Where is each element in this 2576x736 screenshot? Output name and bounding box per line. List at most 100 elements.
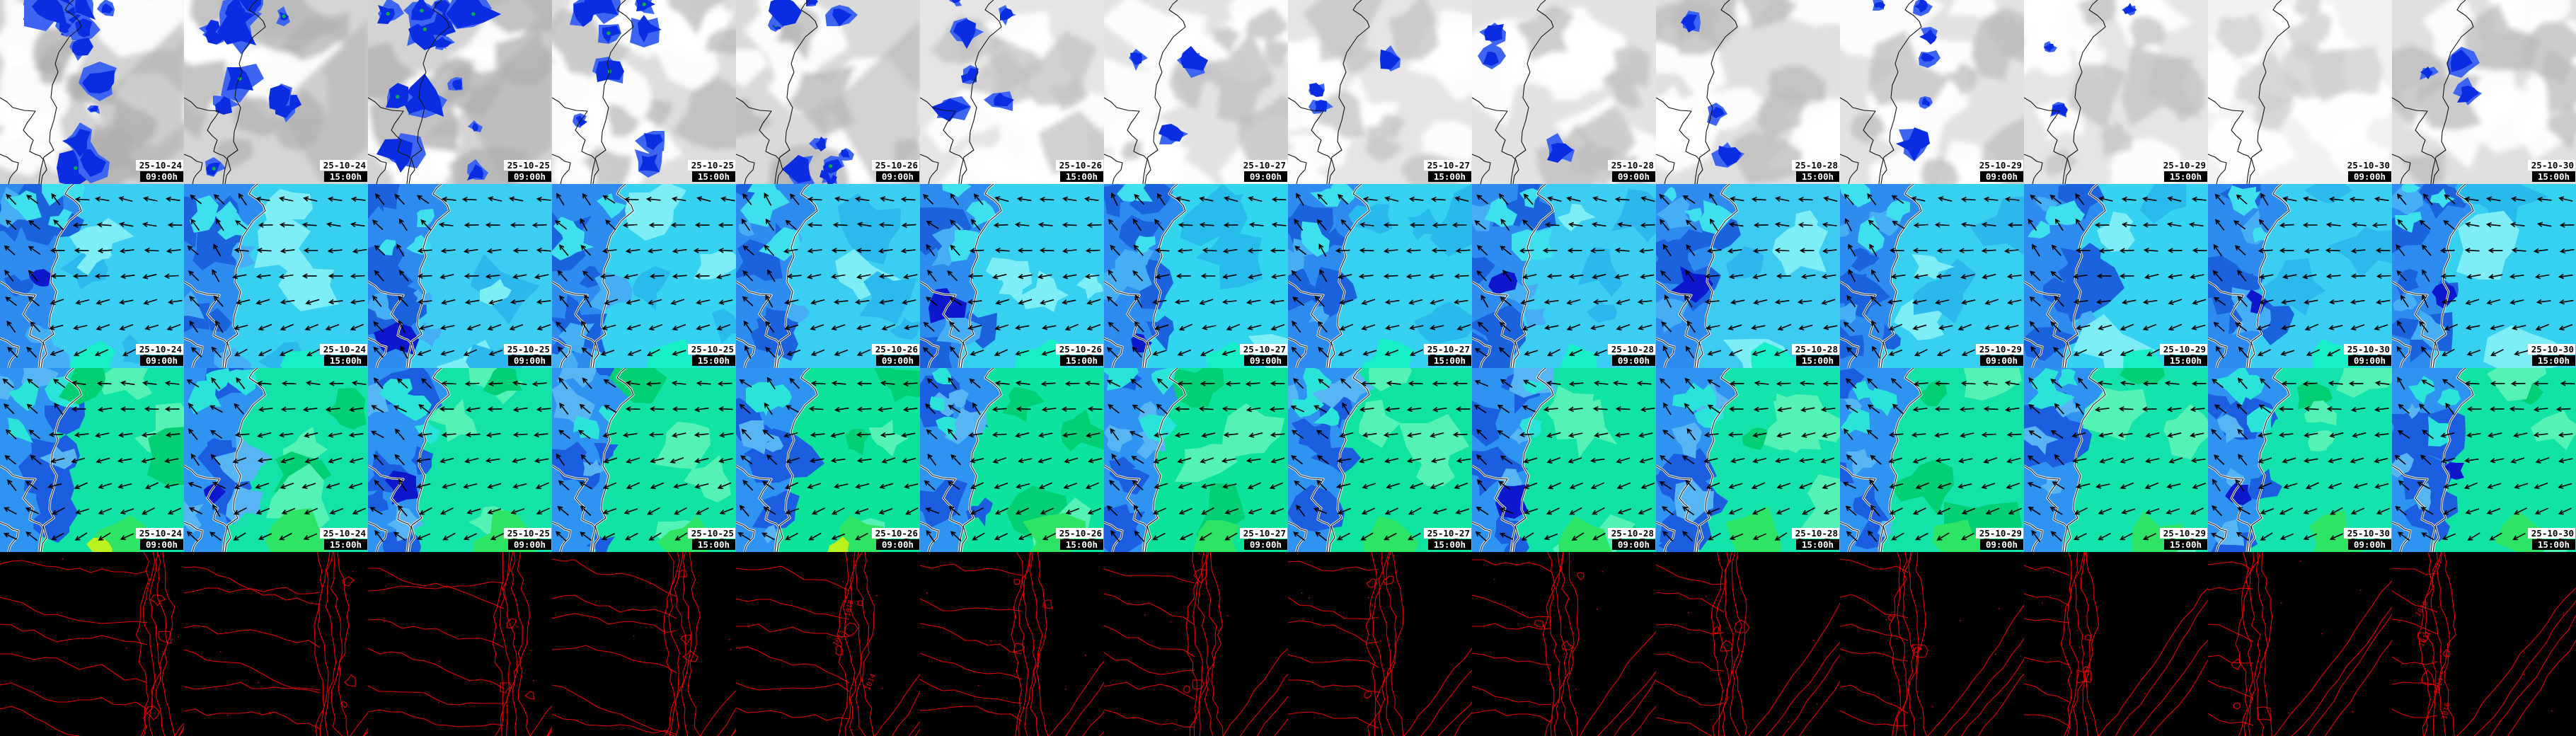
forecast-panel-r3c6: 25-10-26 15:00h: [920, 368, 1104, 552]
forecast-panel-r3c7: 25-10-27 09:00h: [1104, 368, 1288, 552]
forecast-panel-r4c6: [920, 552, 1104, 736]
forecast-panel-r4c14: 1010 1011 1014 1016: [2392, 552, 2576, 736]
date-label: 25-10-25: [503, 344, 551, 355]
date-label: 25-10-29: [2159, 344, 2207, 355]
time-label: 15:00h: [1059, 171, 1103, 182]
forecast-panel-r2c7: 25-10-27 09:00h: [1104, 184, 1288, 368]
pressure-row: 1018 1013 1014 1010 1011 1014 1016: [0, 552, 2576, 736]
forecast-panel-r2c3: 25-10-25 09:00h: [368, 184, 552, 368]
time-label: 15:00h: [323, 539, 367, 550]
time-label: 15:00h: [1427, 539, 1471, 550]
pressure-contour-label: 1016: [2441, 702, 2451, 720]
wind-map-upper: [1840, 368, 2024, 552]
satellite-precip-map: [368, 0, 552, 184]
timestamp-stamp: 25-10-29 15:00h: [2159, 344, 2207, 366]
timestamp-stamp: 25-10-26 09:00h: [871, 528, 919, 550]
date-label: 25-10-29: [2159, 528, 2207, 539]
wind-map-surface: [184, 184, 368, 368]
date-label: 25-10-26: [871, 160, 919, 171]
forecast-panel-r2c1: 25-10-24 09:00h: [0, 184, 184, 368]
time-label: 09:00h: [1979, 355, 2023, 366]
forecast-panel-r3c13: 25-10-30 09:00h: [2208, 368, 2392, 552]
date-label: 25-10-25: [503, 528, 551, 539]
satellite-precip-map: [2392, 0, 2576, 184]
timestamp-stamp: 25-10-27 09:00h: [1239, 528, 1287, 550]
time-label: 09:00h: [875, 539, 919, 550]
date-label: 25-10-27: [1423, 160, 1471, 171]
date-label: 25-10-30: [2343, 528, 2391, 539]
satellite-precip-map: [1472, 0, 1656, 184]
forecast-panel-r2c9: 25-10-28 09:00h: [1472, 184, 1656, 368]
wind-map-surface: [1840, 184, 2024, 368]
time-label: 15:00h: [323, 355, 367, 366]
pressure-contour-map: [1104, 552, 1288, 736]
date-label: 25-10-24: [319, 344, 367, 355]
forecast-panel-r1c5: 25-10-26 09:00h: [736, 0, 920, 184]
date-label: 25-10-30: [2343, 344, 2391, 355]
wind-map-upper: [0, 368, 184, 552]
date-label: 25-10-27: [1239, 528, 1287, 539]
timestamp-stamp: 25-10-29 09:00h: [1975, 344, 2023, 366]
time-label: 09:00h: [1979, 171, 2023, 182]
time-label: 09:00h: [139, 539, 183, 550]
forecast-panel-r2c5: 25-10-26 09:00h: [736, 184, 920, 368]
pressure-contour-map: [368, 552, 552, 736]
forecast-panel-r3c14: 25-10-30 15:00h: [2392, 368, 2576, 552]
time-label: 09:00h: [507, 171, 551, 182]
forecast-panel-r4c2: [184, 552, 368, 736]
satellite-precip-map: [2208, 0, 2392, 184]
timestamp-stamp: 25-10-25 09:00h: [503, 160, 551, 182]
timestamp-stamp: 25-10-24 15:00h: [319, 344, 367, 366]
satellite-precip-map: [920, 0, 1104, 184]
time-label: 09:00h: [1243, 171, 1287, 182]
forecast-panel-r3c1: 25-10-24 09:00h: [0, 368, 184, 552]
date-label: 25-10-28: [1607, 528, 1655, 539]
upper-wind-row: 25-10-24 09:00h 25-10-24 15:00h 25-10-25…: [0, 368, 2576, 552]
forecast-panel-r2c10: 25-10-28 15:00h: [1656, 184, 1840, 368]
date-label: 25-10-24: [319, 528, 367, 539]
timestamp-stamp: 25-10-26 09:00h: [871, 344, 919, 366]
timestamp-stamp: 25-10-25 09:00h: [503, 344, 551, 366]
forecast-panel-r4c9: [1472, 552, 1656, 736]
timestamp-stamp: 25-10-29 15:00h: [2159, 528, 2207, 550]
satellite-precip-map: [552, 0, 736, 184]
forecast-panel-r2c11: 25-10-29 09:00h: [1840, 184, 2024, 368]
date-label: 25-10-28: [1791, 528, 1839, 539]
forecast-panel-r1c7: 25-10-27 09:00h: [1104, 0, 1288, 184]
forecast-panel-r1c13: 25-10-30 09:00h: [2208, 0, 2392, 184]
wind-map-surface: [2024, 184, 2208, 368]
wind-map-surface: [2392, 184, 2576, 368]
date-label: 25-10-29: [2159, 160, 2207, 171]
forecast-panel-r4c1: [0, 552, 184, 736]
satellite-precip-map: [1840, 0, 2024, 184]
wind-map-upper: [2024, 368, 2208, 552]
date-label: 25-10-26: [1055, 528, 1103, 539]
forecast-panel-r2c13: 25-10-30 09:00h: [2208, 184, 2392, 368]
forecast-panel-r2c14: 25-10-30 15:00h: [2392, 184, 2576, 368]
forecast-panel-r4c12: [2024, 552, 2208, 736]
timestamp-stamp: 25-10-30 09:00h: [2343, 528, 2391, 550]
time-label: 15:00h: [691, 171, 735, 182]
timestamp-stamp: 25-10-26 15:00h: [1055, 344, 1103, 366]
satellite-row: 25-10-24 09:00h 25-10-24 15:00h 25-10-25…: [0, 0, 2576, 184]
wind-map-surface: [736, 184, 920, 368]
timestamp-stamp: 25-10-29 09:00h: [1975, 160, 2023, 182]
timestamp-stamp: 25-10-25 15:00h: [687, 528, 735, 550]
time-label: 15:00h: [2163, 539, 2207, 550]
time-label: 09:00h: [507, 355, 551, 366]
forecast-panel-r1c12: 25-10-29 15:00h: [2024, 0, 2208, 184]
date-label: 25-10-30: [2527, 528, 2575, 539]
pressure-contour-map: [1656, 552, 1840, 736]
timestamp-stamp: 25-10-28 15:00h: [1791, 528, 1839, 550]
timestamp-stamp: 25-10-29 15:00h: [2159, 160, 2207, 182]
date-label: 25-10-25: [687, 344, 735, 355]
forecast-panel-r4c5: 1018 1013 1014: [736, 552, 920, 736]
wind-map-surface: [552, 184, 736, 368]
satellite-precip-map: [1656, 0, 1840, 184]
wind-map-upper: [1104, 368, 1288, 552]
timestamp-stamp: 25-10-24 09:00h: [135, 344, 183, 366]
timestamp-stamp: 25-10-24 15:00h: [319, 160, 367, 182]
satellite-precip-map: [736, 0, 920, 184]
